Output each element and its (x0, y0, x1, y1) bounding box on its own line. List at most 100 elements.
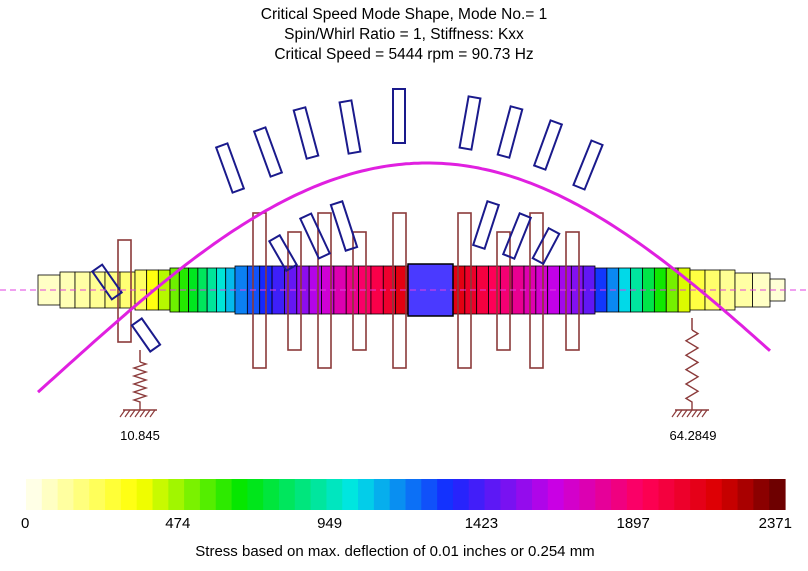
bearing-label-left: 10.845 (120, 428, 160, 443)
ground-hatch-right (686, 409, 693, 418)
colorbar-swatch (563, 479, 581, 510)
ground-hatch-left (129, 409, 136, 418)
colorbar-swatch (753, 479, 770, 510)
colorbar-swatch (41, 479, 59, 510)
ground-hatch-left (124, 409, 131, 418)
colorbar-swatch (57, 479, 75, 510)
colorbar-swatch (405, 479, 422, 510)
colorbar-swatch (468, 479, 486, 510)
colorbar-swatch (73, 479, 90, 510)
colorbar-swatch (389, 479, 407, 510)
blade-outline (532, 119, 564, 171)
blade-outline (214, 142, 246, 194)
colorbar-swatch (184, 479, 201, 510)
colorbar-swatch (358, 479, 375, 510)
colorbar-tick-label: 2371 (759, 515, 792, 532)
colorbar-swatch (326, 479, 343, 510)
colorbar-tick-label: 1897 (617, 515, 650, 532)
blade-outline (531, 226, 561, 266)
colorbar-swatch (263, 479, 280, 510)
blade-outline (298, 212, 332, 260)
blade-outline (90, 263, 124, 301)
colorbar-tick-label: 949 (317, 515, 342, 532)
ground-hatch-left (134, 409, 141, 418)
colorbar-swatch (152, 479, 169, 510)
colorbar-swatch (215, 479, 233, 510)
ground-hatch-right (676, 409, 683, 418)
colorbar-swatch (105, 479, 122, 510)
disk-outline (352, 231, 367, 351)
bearing-label-right: 64.2849 (670, 428, 717, 443)
colorbar-swatch (452, 479, 470, 510)
blade-outline (267, 233, 299, 273)
colorbar-swatch (231, 479, 248, 510)
blade-outline (252, 126, 284, 178)
colorbar-swatch (437, 479, 454, 510)
colorbar-swatch (484, 479, 501, 510)
colorbar-swatch (547, 479, 565, 510)
colorbar-caption: Stress based on max. deflection of 0.01 … (195, 543, 594, 560)
colorbar-swatch (516, 479, 533, 510)
colorbar-swatch (532, 479, 549, 510)
ground-hatch-right (681, 409, 688, 418)
disk-outline (287, 231, 302, 351)
ground-hatch-left (149, 409, 156, 418)
colorbar-swatch (136, 479, 154, 510)
mode-shape-curve (36, 161, 772, 394)
blade-outline (392, 88, 406, 144)
colorbar-swatch (658, 479, 675, 510)
disk-outline (565, 231, 580, 351)
colorbar-swatch (595, 479, 612, 510)
colorbar-tick-label: 474 (165, 515, 190, 532)
blade-outline (496, 105, 524, 159)
ground-hatch-right (671, 409, 678, 418)
colorbar-tick-label: 1423 (465, 515, 498, 532)
colorbar-swatch (769, 479, 786, 510)
colorbar-swatch (721, 479, 739, 510)
colorbar-swatch (642, 479, 660, 510)
colorbar-swatch (199, 479, 217, 510)
blade-outline (458, 95, 482, 151)
ground-hatch-left (119, 409, 126, 418)
colorbar-swatch (279, 479, 296, 510)
colorbar-swatch (342, 479, 359, 510)
ground-hatch-left (139, 409, 146, 418)
colorbar-swatch (611, 479, 628, 510)
colorbar-tick-label: 0 (21, 515, 29, 532)
ground-hatch-left (144, 409, 151, 418)
title-line-3: Critical Speed = 5444 rpm = 90.73 Hz (274, 46, 534, 63)
title-line-1: Critical Speed Mode Shape, Mode No.= 1 (260, 6, 548, 23)
disk-outline (496, 231, 511, 351)
colorbar-swatch (294, 479, 312, 510)
title-line-2: Spin/Whirl Ratio = 1, Stiffness: Kxx (284, 26, 524, 43)
colorbar-swatch (247, 479, 264, 510)
bearing-spring-right (684, 329, 700, 410)
colorbar-swatch (626, 479, 644, 510)
ground-hatch-right (701, 409, 708, 418)
blade-outline (471, 200, 501, 250)
colorbar-swatch (674, 479, 691, 510)
colorbar-swatch (89, 479, 106, 510)
blade-outline (329, 200, 359, 252)
colorbar-swatch (310, 479, 328, 510)
colorbar-swatch (373, 479, 391, 510)
colorbar-swatch (120, 479, 138, 510)
colorbar-swatch (168, 479, 185, 510)
blade-outline (572, 139, 604, 191)
blade-outline (130, 317, 162, 353)
ground-hatch-right (696, 409, 703, 418)
colorbar-swatch (690, 479, 707, 510)
ground-hatch-right (691, 409, 698, 418)
colorbar-swatch (500, 479, 517, 510)
blade-outline (292, 106, 320, 160)
colorbar-swatch (737, 479, 754, 510)
colorbar-swatch (421, 479, 438, 510)
bearing-spring-left (131, 361, 149, 410)
colorbar-swatch (26, 479, 43, 510)
colorbar-swatch (579, 479, 596, 510)
colorbar-swatch (705, 479, 723, 510)
disk-outline (117, 239, 132, 343)
blade-outline (501, 212, 533, 260)
